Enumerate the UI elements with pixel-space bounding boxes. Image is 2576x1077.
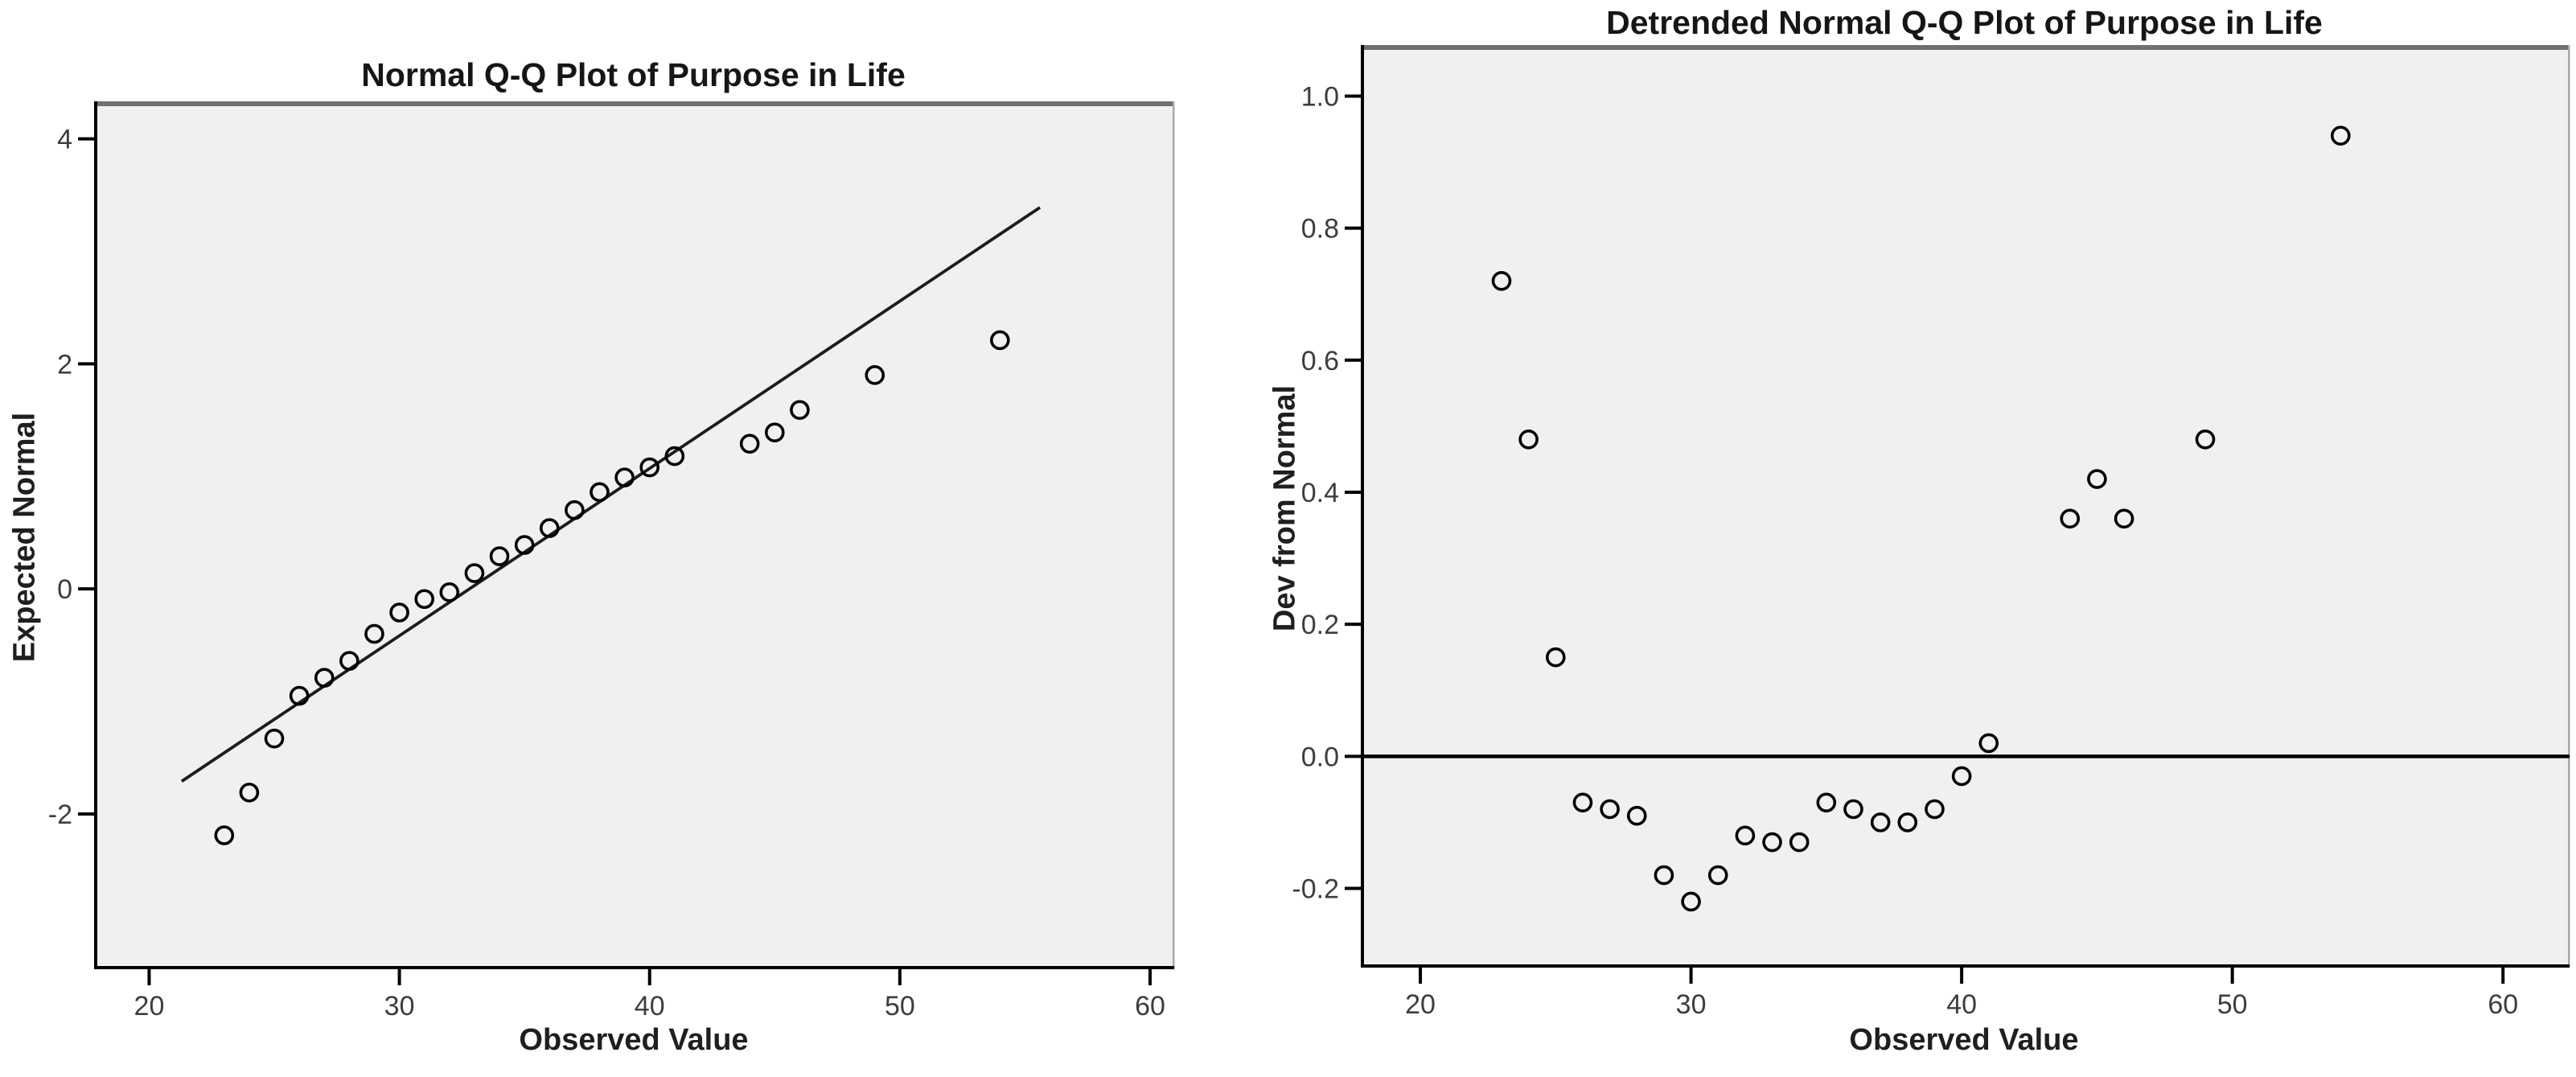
data-point-marker [264,728,285,749]
data-point-marker [389,602,409,623]
x-tick-label: 30 [384,991,415,1022]
data-point-marker [664,446,685,467]
plot-frame-top [94,101,1174,106]
data-point-marker [1626,805,1647,826]
data-point-marker [1654,865,1674,886]
x-tick-label: 50 [2217,989,2248,1020]
y-tick-label: 0.0 [1301,742,1339,772]
data-point-marker [990,330,1010,351]
x-tick-label: 40 [1946,989,1977,1020]
data-point-marker [1789,832,1810,853]
data-point-marker [314,668,335,688]
y-tick-label: 0.4 [1301,478,1339,508]
x-axis-label: Observed Value [519,1023,749,1057]
data-point-marker [2060,508,2081,529]
y-tick-label: 0 [57,574,72,605]
data-point-marker [1681,891,1701,912]
data-point-marker [1843,799,1863,820]
y-tick-label: 4 [57,125,72,155]
data-point-marker [1816,792,1837,813]
data-point-marker [865,365,885,385]
y-tick-label: 0.6 [1301,346,1339,376]
x-tick-label: 60 [2488,989,2518,1020]
x-tick-label: 20 [134,991,165,1022]
data-point-marker [2195,430,2216,450]
x-tick-label: 30 [1676,989,1707,1020]
data-point-marker [565,499,585,520]
x-tick-label: 50 [885,991,915,1022]
data-point-marker [1897,812,1918,832]
data-point-marker [790,400,810,421]
plot-frame-top [1361,45,2570,50]
plot-frame-right [2568,45,2570,968]
data-point-marker [364,623,384,644]
data-point-marker [1870,812,1891,832]
data-point-marker [2114,508,2134,529]
data-point-marker [1572,792,1593,813]
data-point-marker [539,518,560,538]
data-point-marker [489,546,510,566]
y-tick-label: -2 [48,800,72,830]
y-tick-label: 0.8 [1301,214,1339,245]
data-point-marker [289,685,310,706]
data-point-marker [1546,647,1566,668]
data-point-marker [1925,799,1945,820]
x-tick-label: 60 [1135,991,1165,1022]
plot-area-background [94,106,1173,969]
y-tick-label: 0.2 [1301,610,1339,640]
data-point-marker [339,651,359,671]
chart-title: Detrended Normal Q-Q Plot of Purpose in … [1606,4,2323,41]
chart-title: Normal Q-Q Plot of Purpose in Life [361,56,906,93]
data-point-marker [590,482,610,503]
data-point-marker [1762,832,1782,853]
plot-frame-right [1173,101,1175,969]
y-tick-label: 2 [57,349,72,380]
data-point-marker [1735,825,1756,846]
data-point-marker [239,783,260,803]
x-axis-label: Observed Value [1849,1023,2079,1057]
data-point-marker [1518,430,1539,450]
data-point-marker [764,422,785,442]
y-tick-label: 1.0 [1301,81,1339,112]
data-point-marker [1707,865,1728,886]
data-point-marker [639,457,660,478]
data-point-marker [514,535,535,555]
data-point-marker [1491,271,1512,291]
data-point-marker [464,563,485,583]
data-point-marker [1951,766,1972,787]
data-point-marker [214,825,235,845]
y-tick-label: -0.2 [1292,874,1339,904]
plot-area-background [1361,50,2568,968]
data-point-marker [2331,125,2351,146]
data-point-marker [2087,469,2107,489]
x-tick-label: 20 [1405,989,1436,1020]
x-tick-label: 40 [635,991,665,1022]
data-point-marker [414,589,435,610]
data-point-marker [1600,799,1620,820]
data-point-marker [739,434,760,454]
data-point-marker [1978,733,1999,754]
data-point-marker [614,467,635,487]
data-point-marker [439,582,460,602]
